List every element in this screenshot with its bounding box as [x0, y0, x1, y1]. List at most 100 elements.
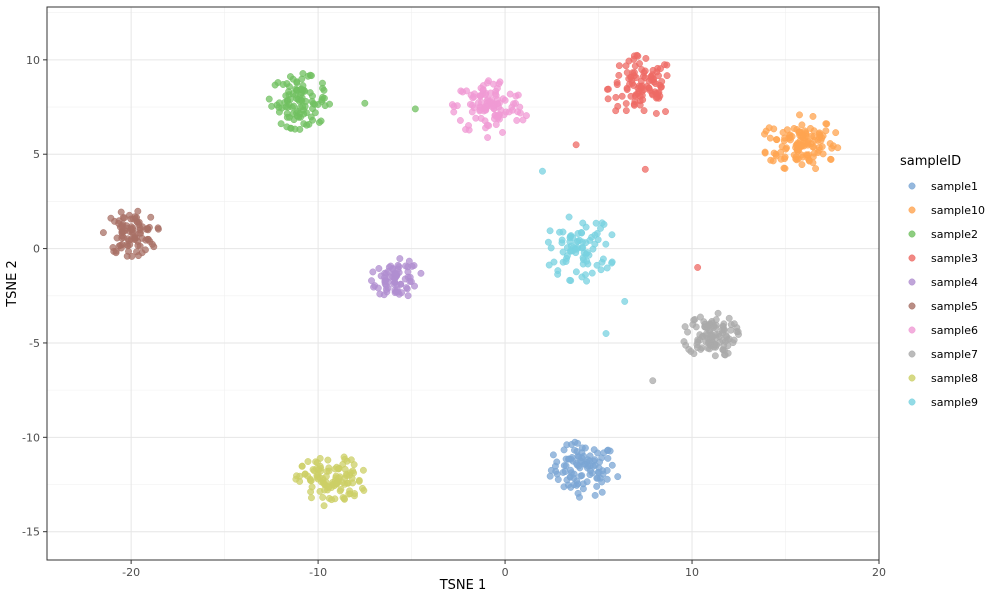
- point-sample9: [588, 269, 596, 277]
- point-sample3: [614, 102, 622, 110]
- point-sample10: [781, 165, 789, 172]
- point-sample6: [477, 103, 485, 111]
- point-sample9: [544, 238, 552, 246]
- point-sample3: [623, 84, 631, 92]
- legend-key-sample7: [908, 350, 916, 358]
- point-sample10: [769, 157, 777, 165]
- legend-key-sample6: [908, 326, 916, 334]
- point-sample7: [685, 345, 693, 353]
- x-axis-title: TSNE 1: [439, 578, 487, 593]
- point-sample7: [649, 377, 657, 385]
- point-sample9: [580, 256, 587, 264]
- point-sample1: [578, 444, 586, 452]
- point-sample9: [592, 219, 600, 227]
- point-sample3: [632, 91, 640, 99]
- point-sample10: [782, 145, 790, 153]
- point-sample7: [719, 336, 727, 344]
- point-sample3: [658, 78, 666, 86]
- point-sample1: [591, 456, 599, 464]
- point-sample3: [612, 93, 620, 101]
- point-sample1: [614, 473, 622, 481]
- point-sample4: [377, 272, 385, 280]
- point-sample9: [585, 251, 593, 259]
- point-sample6: [448, 101, 456, 109]
- point-sample1: [570, 470, 578, 478]
- point-sample9: [579, 219, 587, 227]
- axes: -20 -10 0 10 20 -15 -10 -5 0 5 10: [22, 54, 886, 579]
- point-sample2: [361, 99, 369, 107]
- point-sample5: [99, 229, 107, 237]
- point-sample6: [487, 98, 495, 106]
- point-sample1: [572, 460, 580, 467]
- point-sample2: [297, 96, 305, 104]
- legend-key-sample8: [908, 374, 916, 382]
- y-tick-label: -10: [22, 431, 40, 444]
- point-sample6: [484, 134, 492, 141]
- point-sample8: [308, 494, 315, 502]
- point-sample8: [343, 479, 351, 487]
- point-sample6: [459, 88, 467, 96]
- y-tick-label: 0: [33, 243, 40, 256]
- point-sample7: [710, 323, 718, 331]
- point-sample2: [285, 91, 293, 99]
- point-sample10: [834, 144, 842, 152]
- legend-key-sample3: [908, 254, 916, 262]
- point-sample10: [828, 144, 836, 152]
- point-sample9: [567, 232, 575, 240]
- point-sample8: [319, 493, 327, 501]
- point-sample6: [499, 129, 506, 136]
- point-sample10: [815, 130, 823, 138]
- legend-label-sample3: sample3: [931, 252, 978, 265]
- point-sample1: [586, 452, 594, 460]
- point-sample9: [556, 228, 564, 236]
- point-sample3: [652, 110, 660, 117]
- point-sample1: [593, 482, 601, 490]
- point-sample1: [598, 488, 606, 496]
- point-sample1: [578, 472, 586, 479]
- point-sample1: [564, 481, 572, 489]
- point-sample3: [572, 141, 580, 149]
- point-sample8: [292, 475, 300, 483]
- point-sample10: [810, 149, 818, 157]
- point-sample1: [571, 446, 578, 454]
- point-sample6: [479, 86, 487, 94]
- point-sample8: [325, 464, 333, 472]
- point-sample7: [725, 314, 733, 322]
- point-sample4: [401, 275, 409, 283]
- point-sample10: [822, 120, 830, 128]
- point-sample3: [642, 54, 650, 62]
- point-sample7: [684, 328, 692, 336]
- point-sample5: [146, 237, 154, 245]
- point-sample3: [615, 62, 623, 70]
- point-sample7: [712, 316, 720, 324]
- point-sample3: [625, 57, 633, 65]
- point-sample2: [320, 86, 328, 94]
- point-sample9: [600, 220, 608, 228]
- point-sample7: [727, 326, 735, 334]
- series-sample7: [649, 309, 742, 385]
- point-sample9: [591, 231, 599, 239]
- point-sample3: [655, 72, 662, 80]
- point-sample9: [608, 259, 616, 267]
- point-sample9: [566, 247, 574, 255]
- point-sample9: [586, 236, 594, 244]
- point-sample2: [265, 95, 273, 103]
- point-sample5: [127, 215, 135, 223]
- series-sample1: [546, 438, 622, 501]
- point-sample6: [465, 126, 473, 134]
- point-sample4: [403, 285, 411, 293]
- point-sample10: [765, 124, 773, 132]
- point-sample5: [115, 242, 123, 250]
- point-sample2: [271, 81, 279, 89]
- point-sample9: [578, 273, 586, 281]
- point-sample7: [714, 309, 722, 317]
- legend-label-sample7: sample7: [931, 348, 978, 361]
- point-sample10: [808, 132, 815, 140]
- point-sample7: [690, 350, 698, 358]
- legend-label-sample10: sample10: [931, 204, 985, 217]
- legend-label-sample5: sample5: [931, 300, 978, 313]
- point-sample9: [546, 227, 554, 235]
- point-sample8: [359, 466, 367, 474]
- point-sample2: [290, 102, 298, 110]
- legend-label-sample6: sample6: [931, 324, 978, 337]
